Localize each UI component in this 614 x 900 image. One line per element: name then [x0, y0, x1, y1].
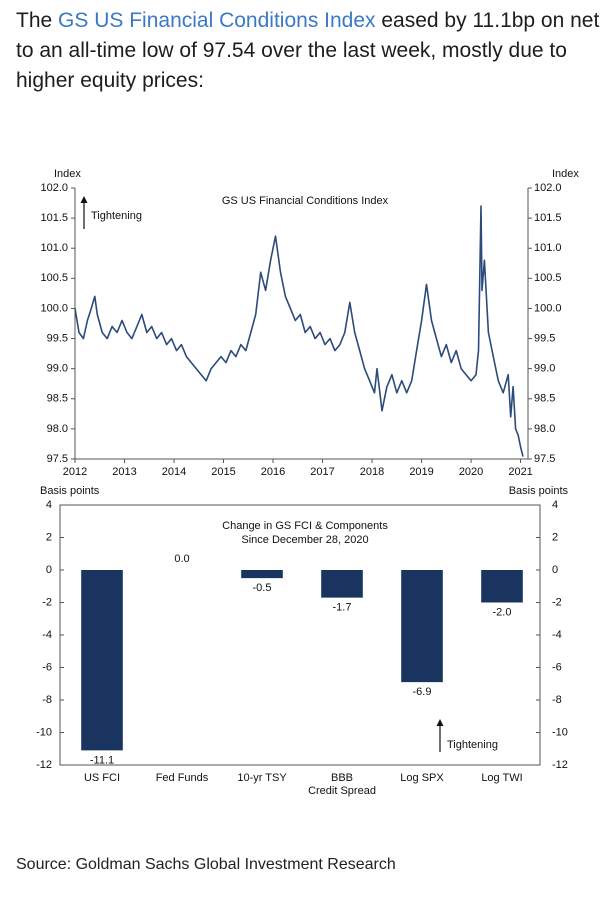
source: Source: Goldman Sachs Global Investment … — [16, 856, 396, 873]
header-link[interactable]: GS US Financial Conditions Index — [58, 9, 376, 32]
y2-axis-label: Index — [552, 168, 579, 180]
annotation-arrowhead — [436, 719, 444, 726]
y2-tick-label: 101.5 — [534, 212, 562, 224]
x-tick-label: 10-yr TSY — [237, 772, 287, 784]
bar — [481, 570, 523, 603]
y2-tick-label: 97.5 — [534, 453, 555, 465]
y-tick-label: -10 — [36, 726, 52, 738]
header-prefix: The — [16, 9, 59, 32]
value-label: -0.5 — [253, 582, 272, 594]
y-tick-label: -8 — [42, 694, 52, 706]
y-tick-label: 100.5 — [40, 272, 68, 284]
value-label: 0.0 — [174, 553, 189, 565]
data-line — [74, 205, 524, 457]
x-tick-label: 2021 — [508, 466, 532, 478]
x-tick-label: Fed Funds — [156, 772, 209, 784]
bar — [401, 570, 443, 683]
x-tick-label: Log SPX — [400, 772, 444, 784]
chart-title: Change in GS FCI & Components — [222, 520, 388, 532]
y2-tick-label: 99.0 — [534, 363, 555, 375]
y-tick-label: 102.0 — [40, 182, 68, 194]
y2-tick-label: 98.0 — [534, 423, 555, 435]
value-label: -2.0 — [493, 606, 512, 618]
value-label: -11.1 — [90, 754, 114, 766]
x-tick-label: US FCI — [84, 772, 120, 784]
y2-tick-label: 100.5 — [534, 272, 562, 284]
x-tick-label: 2012 — [63, 466, 87, 478]
y-tick-label: -2 — [42, 596, 52, 608]
bar — [321, 570, 363, 598]
y-tick-label: 4 — [46, 499, 52, 511]
y2-tick-label: -4 — [552, 629, 562, 641]
y-tick-label: 2 — [46, 531, 52, 543]
chart-title: GS US Financial Conditions Index — [222, 195, 389, 207]
annotation: Tightening — [447, 739, 498, 751]
bar — [81, 570, 123, 751]
y-tick-label: 98.5 — [47, 393, 68, 405]
x-tick-label: Log TWI — [481, 772, 522, 784]
y2-tick-label: 99.5 — [534, 332, 555, 344]
y-tick-label: 97.5 — [47, 453, 68, 465]
y2-tick-label: 2 — [552, 531, 558, 543]
y2-tick-label: 101.0 — [534, 242, 562, 254]
header-suffix: eased by 11.1bp on net to an all-time lo… — [16, 9, 600, 92]
y2-tick-label: -2 — [552, 596, 562, 608]
y-tick-label: 0 — [46, 564, 52, 576]
y2-axis-label: Basis points — [509, 485, 569, 497]
x-tick-label: 2014 — [162, 466, 186, 478]
x-tick-label: 2020 — [459, 466, 483, 478]
line-chart-frame — [74, 188, 529, 460]
y-tick-label: 98.0 — [47, 423, 68, 435]
y-tick-label: -12 — [36, 759, 52, 771]
y2-tick-label: 100.0 — [534, 302, 562, 314]
x-tick-label: 2017 — [310, 466, 334, 478]
y2-tick-label: 102.0 — [534, 182, 562, 194]
y-tick-label: 100.0 — [40, 302, 68, 314]
x-tick-label: 2013 — [112, 466, 136, 478]
annotation: Tightening — [91, 210, 142, 222]
y-tick-label: -4 — [42, 629, 52, 641]
y2-tick-label: -12 — [552, 759, 568, 771]
value-label: -1.7 — [333, 602, 352, 614]
y-tick-label: 99.0 — [47, 363, 68, 375]
y2-tick-label: 98.5 — [534, 393, 555, 405]
y2-tick-label: 4 — [552, 499, 558, 511]
x-tick-label: 2019 — [409, 466, 433, 478]
annotation-arrowhead — [80, 196, 88, 203]
y-tick-label: 99.5 — [47, 332, 68, 344]
y2-tick-label: -8 — [552, 694, 562, 706]
y-axis-label: Index — [54, 168, 81, 180]
x-tick-label: 2018 — [360, 466, 384, 478]
y-tick-label: -6 — [42, 661, 52, 673]
chart-subtitle: Since December 28, 2020 — [241, 534, 368, 546]
header-text: The GS US Financial Conditions Index eas… — [16, 6, 606, 96]
y-tick-label: 101.5 — [40, 212, 68, 224]
value-label: -6.9 — [413, 686, 432, 698]
y-axis-label: Basis points — [40, 485, 100, 497]
y-tick-label: 101.0 — [40, 242, 68, 254]
x-tick-label: BBB Credit Spread — [308, 772, 376, 797]
y2-tick-label: -6 — [552, 661, 562, 673]
bar — [241, 570, 283, 579]
y2-tick-label: -10 — [552, 726, 568, 738]
x-tick-label: 2016 — [261, 466, 285, 478]
y2-tick-label: 0 — [552, 564, 558, 576]
x-tick-label: 2015 — [211, 466, 235, 478]
